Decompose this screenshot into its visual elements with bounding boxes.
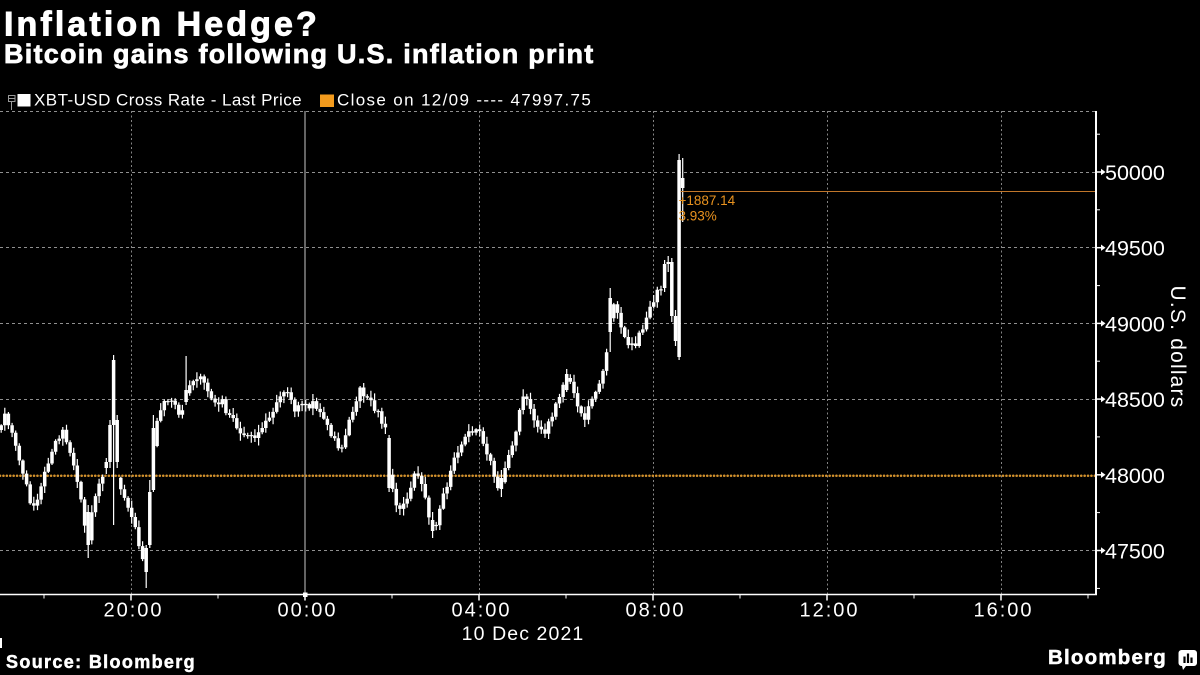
svg-text:Close on 12/09 ---- 47997.75: Close on 12/09 ---- 47997.75 xyxy=(337,91,592,110)
svg-text:Bitcoin gains following U.S. i: Bitcoin gains following U.S. inflation p… xyxy=(4,39,594,69)
svg-text:Inflation Hedge?: Inflation Hedge? xyxy=(4,6,320,44)
svg-text:12:00: 12:00 xyxy=(799,600,859,622)
svg-text:48000: 48000 xyxy=(1105,464,1165,488)
svg-text:Source: Bloomberg: Source: Bloomberg xyxy=(6,652,196,672)
svg-text:+1887.14: +1887.14 xyxy=(679,193,736,208)
svg-text:00:00: 00:00 xyxy=(277,600,337,622)
svg-text:10 Dec 2021: 10 Dec 2021 xyxy=(462,623,585,645)
svg-text:XBT-USD Cross Rate - Last Pric: XBT-USD Cross Rate - Last Price xyxy=(34,91,302,110)
svg-text:08:00: 08:00 xyxy=(625,600,685,622)
svg-text:3.93%: 3.93% xyxy=(679,209,717,224)
svg-text:Bloomberg: Bloomberg xyxy=(1048,646,1167,669)
svg-text:U.S. dollars: U.S. dollars xyxy=(1166,286,1189,409)
svg-text:50000: 50000 xyxy=(1105,161,1165,185)
svg-text:49000: 49000 xyxy=(1105,312,1165,336)
svg-text:49500: 49500 xyxy=(1105,237,1165,261)
svg-text:04:00: 04:00 xyxy=(451,600,511,622)
svg-text:47500: 47500 xyxy=(1105,540,1165,564)
svg-text:16:00: 16:00 xyxy=(973,600,1033,622)
svg-text:20:00: 20:00 xyxy=(103,600,163,622)
svg-text:48500: 48500 xyxy=(1105,388,1165,412)
